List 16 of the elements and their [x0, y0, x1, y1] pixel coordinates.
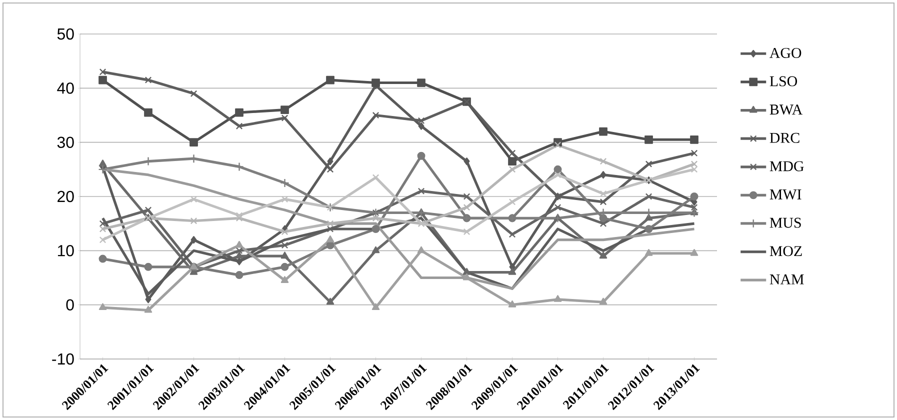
legend-label: DRC	[770, 132, 800, 143]
y-tick-label: 0	[66, 299, 74, 310]
legend-label: AGO	[770, 48, 802, 58]
y-tick-label: 30	[57, 136, 74, 148]
legend-label: MWI	[770, 190, 802, 200]
y-tick-label: -10	[52, 353, 74, 365]
legend-label: MDG	[770, 161, 804, 172]
legend-label: MUS	[770, 218, 801, 228]
y-tick-label: 40	[57, 82, 74, 94]
y-tick-label: 20	[58, 190, 74, 202]
legend-label: MOZ	[770, 246, 802, 256]
legend-label: BWA	[770, 104, 803, 115]
y-tick-label: 50	[57, 28, 74, 40]
legend-label: LSO	[770, 76, 798, 86]
y-tick-label: 10	[58, 245, 74, 256]
legend-label: NAM	[770, 274, 804, 284]
